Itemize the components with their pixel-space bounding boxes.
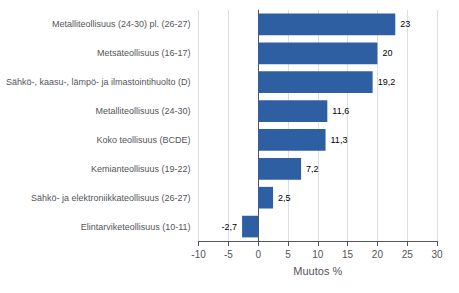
svg-text:15: 15 <box>342 249 354 260</box>
svg-text:11,3: 11,3 <box>331 135 348 145</box>
svg-text:5: 5 <box>285 249 291 260</box>
svg-text:20: 20 <box>382 48 392 58</box>
svg-text:2,5: 2,5 <box>278 193 291 203</box>
svg-text:Elintarviketeollisuus (10-11): Elintarviketeollisuus (10-11) <box>81 222 191 232</box>
svg-text:Muutos %: Muutos % <box>293 265 342 277</box>
svg-text:Kemianteollisuus (19-22): Kemianteollisuus (19-22) <box>91 164 191 174</box>
svg-text:Sähkö-, kaasu-, lämpö- ja ilma: Sähkö-, kaasu-, lämpö- ja ilmastointihuo… <box>6 77 191 87</box>
svg-text:Metalliteollisuus (24-30): Metalliteollisuus (24-30) <box>96 106 191 116</box>
svg-text:25: 25 <box>402 249 414 260</box>
svg-text:20: 20 <box>372 249 384 260</box>
svg-text:10: 10 <box>312 249 324 260</box>
svg-text:0: 0 <box>255 249 261 260</box>
svg-text:Koko teollisuus (BCDE): Koko teollisuus (BCDE) <box>97 135 191 145</box>
svg-text:-10: -10 <box>191 249 206 260</box>
svg-text:11,6: 11,6 <box>332 106 349 116</box>
svg-text:-5: -5 <box>224 249 233 260</box>
svg-text:Metalliteollisuus (24-30) pl.: Metalliteollisuus (24-30) pl. (26-27) <box>52 19 191 29</box>
svg-text:Metsäteollisuus (16-17): Metsäteollisuus (16-17) <box>97 48 191 58</box>
svg-text:Sähkö- ja elektroniikkateollis: Sähkö- ja elektroniikkateollisuus (26-27… <box>31 193 191 203</box>
svg-text:19,2: 19,2 <box>378 77 396 87</box>
svg-text:-2,7: -2,7 <box>222 222 238 232</box>
svg-text:23: 23 <box>400 19 410 29</box>
svg-text:7,2: 7,2 <box>306 164 319 174</box>
svg-text:30: 30 <box>431 249 443 260</box>
